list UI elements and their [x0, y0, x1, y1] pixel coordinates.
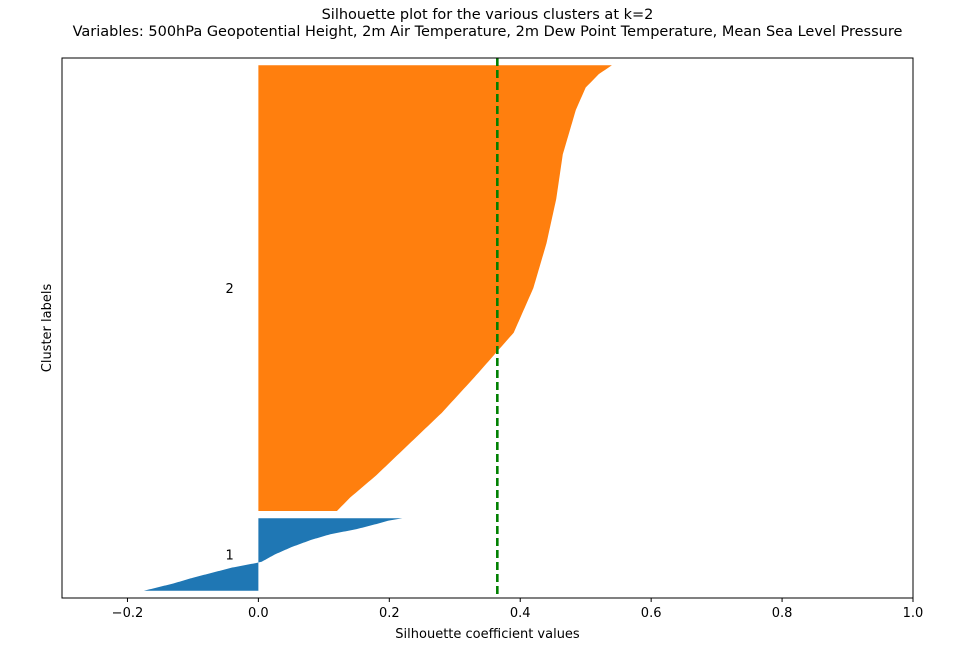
- silhouette-bars: [143, 65, 612, 591]
- x-tick-label: 0.4: [510, 606, 531, 621]
- x-tick-label: 1.0: [903, 606, 924, 621]
- x-tick-label: 0.2: [379, 606, 400, 621]
- cluster-label-2: 2: [226, 282, 234, 297]
- x-tick-label: 0.6: [641, 606, 662, 621]
- x-tick-label: 0.8: [772, 606, 793, 621]
- chart-title: Silhouette plot for the various clusters…: [321, 7, 654, 23]
- cluster-2-silhouette: [258, 65, 612, 512]
- plot-frame: [61, 57, 914, 599]
- chart-subtitle: Variables: 500hPa Geopotential Height, 2…: [72, 24, 903, 40]
- y-axis-label: Cluster labels: [40, 284, 55, 373]
- cluster-1-silhouette: [143, 518, 403, 591]
- x-axis-ticks: −0.2 0.0 0.2 0.4 0.6 0.8 1.0: [112, 598, 924, 621]
- cluster-labels: 12: [226, 282, 234, 563]
- x-tick: 0.6: [641, 598, 662, 621]
- x-tick-label: 0.0: [248, 606, 269, 621]
- x-tick: 0.8: [772, 598, 793, 621]
- x-axis-label: Silhouette coefficient values: [395, 627, 580, 642]
- cluster-label-1: 1: [226, 549, 234, 564]
- x-tick-label: −0.2: [112, 606, 144, 621]
- x-tick: 1.0: [903, 598, 924, 621]
- x-tick: 0.2: [379, 598, 400, 621]
- x-tick: 0.0: [248, 598, 269, 621]
- x-tick: 0.4: [510, 598, 531, 621]
- x-tick: −0.2: [112, 598, 144, 621]
